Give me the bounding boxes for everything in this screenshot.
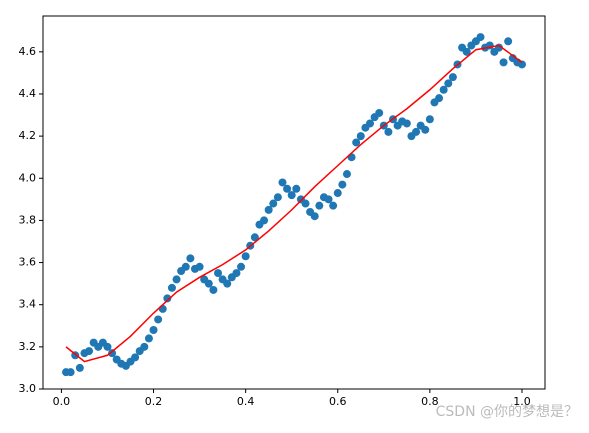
scatter-point (356, 132, 365, 141)
scatter-point (214, 269, 223, 278)
scatter-point (108, 349, 117, 358)
scatter-point (333, 189, 342, 198)
y-tick-label: 3.6 (19, 256, 37, 269)
scatter-point (412, 127, 421, 136)
scatter-point (85, 347, 94, 356)
scatter-point (181, 262, 190, 271)
y-tick-label: 3.4 (19, 298, 37, 311)
scatter-point (439, 85, 448, 94)
scatter-point (75, 363, 84, 372)
scatter-point (342, 170, 351, 179)
scatter-point (329, 201, 338, 210)
scatter-point (131, 353, 140, 362)
scatter-point (338, 180, 347, 189)
scatter-point (315, 201, 324, 210)
fit-line (65, 44, 523, 363)
scatter-point (375, 108, 384, 117)
scatter-point (103, 342, 112, 351)
x-tick-label: 0.8 (421, 395, 439, 408)
x-tick-label: 0.0 (53, 395, 71, 408)
y-tick-label: 3.2 (19, 340, 37, 353)
scatter-point (517, 60, 526, 69)
y-tick-label: 4.4 (19, 87, 37, 100)
scatter-point (195, 262, 204, 271)
scatter-point (435, 94, 444, 103)
scatter-point (425, 115, 434, 124)
scatter-point (186, 254, 195, 263)
y-tick-label: 3.8 (19, 213, 37, 226)
scatter-point (204, 279, 213, 288)
scatter-point (499, 58, 508, 67)
plot-frame (42, 15, 546, 390)
scatter-point (269, 199, 278, 208)
scatter-point (292, 184, 301, 193)
x-tick-label: 0.6 (329, 395, 347, 408)
scatter-point (250, 233, 259, 242)
x-tick-label: 1.0 (513, 395, 531, 408)
scatter-point (504, 37, 513, 46)
scatter-point (444, 79, 453, 88)
scatter-point (365, 119, 374, 128)
scatter-point (264, 205, 273, 214)
x-tick-label: 0.4 (237, 395, 255, 408)
scatter-point (278, 178, 287, 187)
scatter-point (66, 368, 75, 377)
scatter-point (140, 342, 149, 351)
y-tick-label: 4.6 (19, 45, 37, 58)
scatter-point (172, 275, 181, 284)
scatter-point (260, 216, 269, 225)
scatter-point (144, 334, 153, 343)
scatter-point (163, 294, 172, 303)
scatter-point (384, 127, 393, 136)
x-tick-label: 0.2 (145, 395, 163, 408)
scatter-point (241, 252, 250, 261)
y-tick-label: 4.0 (19, 171, 37, 184)
scatter-point (347, 153, 356, 162)
scatter-point (448, 73, 457, 82)
scatter-point (223, 279, 232, 288)
scatter-point (237, 262, 246, 271)
y-tick-label: 3.0 (19, 382, 37, 395)
scatter-point (232, 269, 241, 278)
scatter-point (324, 195, 333, 204)
scatter-point (154, 315, 163, 324)
scatter-point (158, 304, 167, 313)
scatter-point (476, 33, 485, 42)
scatter-point (310, 212, 319, 221)
scatter-point (167, 283, 176, 292)
scatter-point (273, 193, 282, 202)
scatter-point (149, 325, 158, 334)
scatter-point (283, 184, 292, 193)
y-tick-label: 4.2 (19, 129, 37, 142)
scatter-point (421, 125, 430, 134)
watermark: CSDN @你的梦想是？ (436, 404, 578, 420)
scatter-point (287, 191, 296, 200)
scatter-point (301, 199, 310, 208)
scatter-point (462, 47, 471, 56)
scatter-point (352, 138, 361, 147)
scatter-point (402, 119, 411, 128)
scatter-point (209, 285, 218, 294)
